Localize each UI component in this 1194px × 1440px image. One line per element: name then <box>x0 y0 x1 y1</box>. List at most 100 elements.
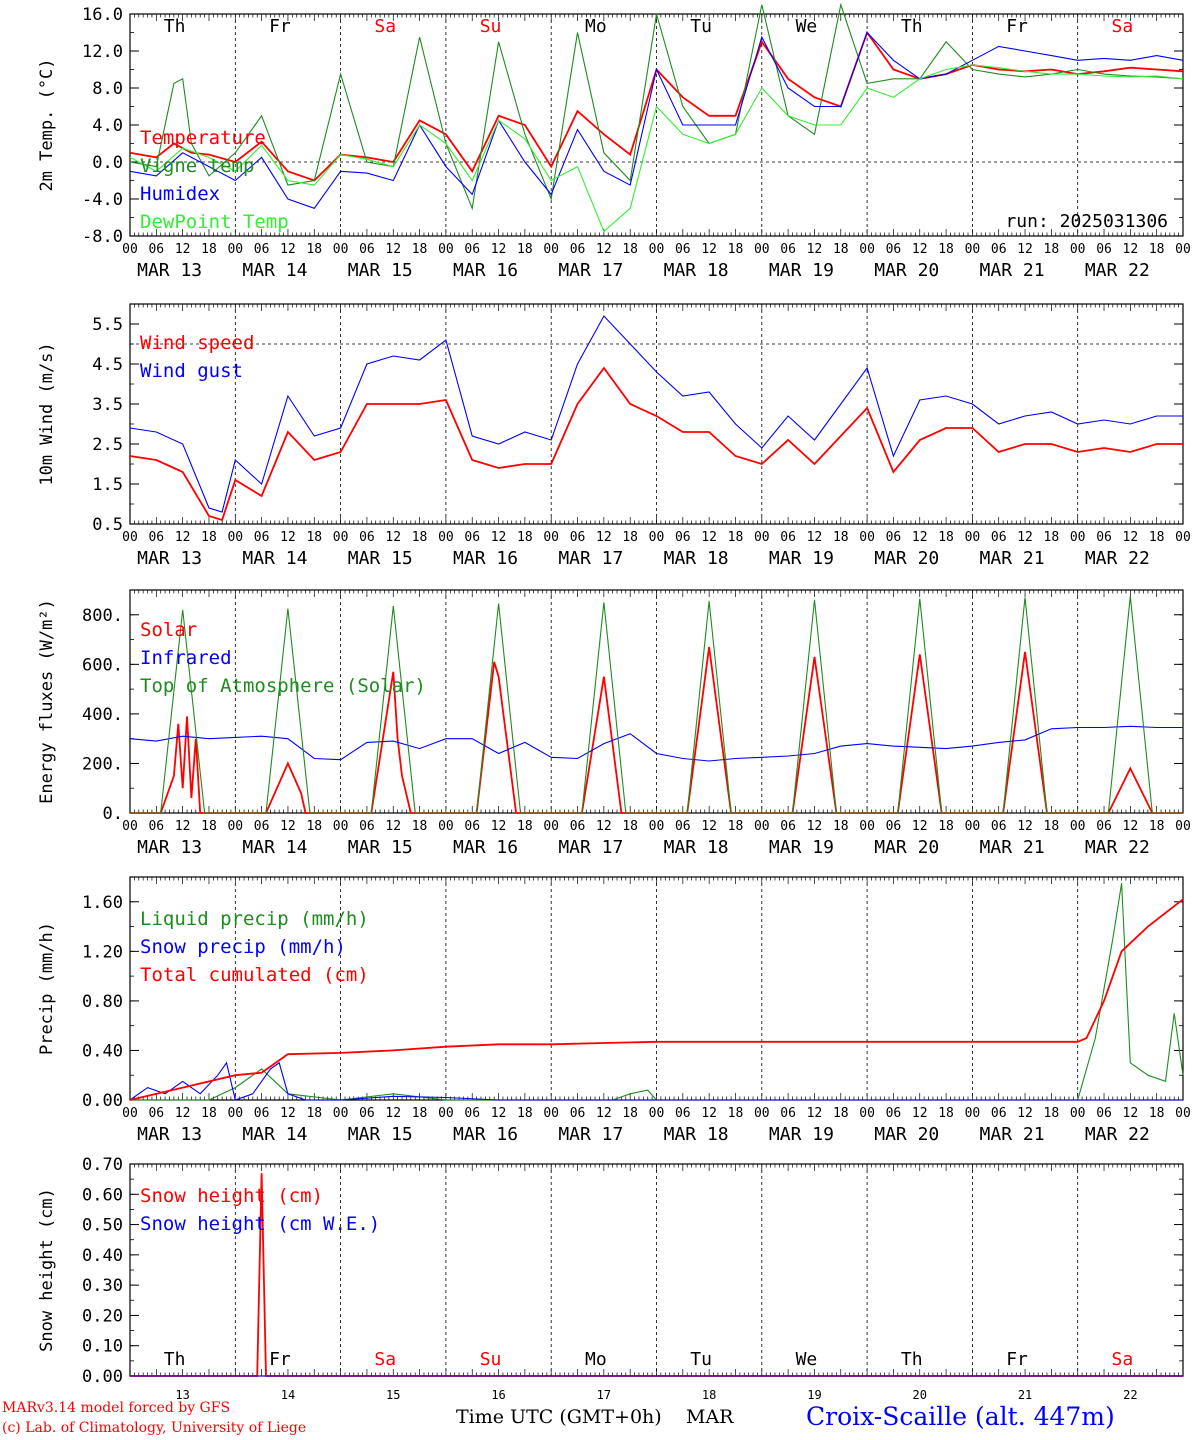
hour-tick-label: 12 <box>175 1106 191 1121</box>
hour-tick-label: 06 <box>991 242 1007 257</box>
hour-tick-label: 18 <box>728 819 744 834</box>
hour-tick-label: 06 <box>675 819 691 834</box>
y-tick-label: 200. <box>82 754 123 774</box>
hour-tick-label: 06 <box>148 242 164 257</box>
date-label: MAR 22 <box>1085 548 1150 569</box>
hour-tick-label: 00 <box>754 1106 770 1121</box>
y-tick-label: 12.0 <box>82 42 123 62</box>
hour-tick-label: 18 <box>517 819 533 834</box>
legend-entry: Solar <box>140 619 197 641</box>
hour-tick-label: 12 <box>1123 530 1139 545</box>
hour-tick-label: 12 <box>1017 530 1033 545</box>
series-line-1 <box>130 883 1184 1101</box>
series-line-3 <box>129 898 1184 1101</box>
hour-tick-label: 12 <box>912 242 928 257</box>
hour-tick-label: 18 <box>728 1106 744 1121</box>
series-line-3 <box>130 596 1183 814</box>
date-label: MAR 14 <box>242 548 307 569</box>
date-label: MAR 22 <box>1085 260 1150 281</box>
hour-tick-label: 06 <box>254 530 270 545</box>
hour-tick-label: 12 <box>280 242 296 257</box>
date-label: MAR 20 <box>874 1124 939 1145</box>
day-name-label: Tu <box>690 16 712 37</box>
hour-tick-label: 06 <box>886 819 902 834</box>
date-label: MAR 21 <box>980 837 1045 858</box>
day-number-label: 20 <box>913 1388 927 1402</box>
hour-tick-label: 06 <box>359 530 375 545</box>
hour-tick-label: 18 <box>306 242 322 257</box>
day-name-label: Th <box>164 1349 186 1370</box>
hour-tick-label: 12 <box>701 819 717 834</box>
hour-tick-label: 00 <box>965 819 981 834</box>
hour-tick-label: 12 <box>912 819 928 834</box>
hour-tick-label: 06 <box>991 819 1007 834</box>
hour-tick-label: 18 <box>833 242 849 257</box>
hour-tick-label: 06 <box>780 819 796 834</box>
hour-tick-label: 06 <box>254 1106 270 1121</box>
hour-tick-label: 06 <box>359 819 375 834</box>
date-label: MAR 13 <box>137 837 202 858</box>
date-label: MAR 18 <box>664 260 729 281</box>
hour-tick-label: 00 <box>859 819 875 834</box>
legend-entry: Wind gust <box>140 360 243 382</box>
y-tick-label: 0.50 <box>82 1216 123 1236</box>
date-label: MAR 18 <box>664 837 729 858</box>
hour-tick-label: 06 <box>1096 1106 1112 1121</box>
date-label: MAR 17 <box>558 548 623 569</box>
hour-tick-label: 12 <box>807 819 823 834</box>
day-name-label: Sa <box>1112 1349 1134 1370</box>
hour-tick-label: 00 <box>333 530 349 545</box>
day-number-label: 21 <box>1018 1388 1032 1402</box>
hour-tick-label: 12 <box>701 242 717 257</box>
date-label: MAR 20 <box>874 260 939 281</box>
hour-tick-label: 06 <box>359 1106 375 1121</box>
day-name-label: Th <box>901 16 923 37</box>
hour-tick-label: 12 <box>701 530 717 545</box>
hour-tick-label: 00 <box>333 242 349 257</box>
hour-tick-label: 18 <box>1044 819 1060 834</box>
day-name-label: Sa <box>1112 16 1134 37</box>
hour-tick-label: 18 <box>1149 1106 1165 1121</box>
hour-tick-label: 18 <box>306 1106 322 1121</box>
legend-entry: DewPoint Temp <box>140 211 289 233</box>
day-name-label: Tu <box>690 1349 712 1370</box>
date-label: MAR 15 <box>348 260 413 281</box>
date-label: MAR 14 <box>242 260 307 281</box>
y-tick-label: 0.20 <box>82 1306 123 1326</box>
hour-tick-label: 00 <box>649 530 665 545</box>
y-tick-label: 1.60 <box>82 893 123 913</box>
hour-tick-label: 18 <box>517 530 533 545</box>
hour-tick-label: 00 <box>859 1106 875 1121</box>
date-label: MAR 20 <box>874 837 939 858</box>
date-label: MAR 19 <box>769 1124 834 1145</box>
date-label: MAR 16 <box>453 548 518 569</box>
day-name-label: Fr <box>1006 1349 1028 1370</box>
y-tick-label: 0.00 <box>82 1091 123 1111</box>
date-label: MAR 18 <box>664 548 729 569</box>
hour-tick-label: 18 <box>622 242 638 257</box>
y-tick-label: 0.40 <box>82 1246 123 1266</box>
series-line-1 <box>129 30 1184 182</box>
hour-tick-label: 00 <box>227 530 243 545</box>
hour-tick-label: 00 <box>649 242 665 257</box>
hour-tick-label: 00 <box>438 1106 454 1121</box>
day-name-label: Th <box>164 16 186 37</box>
panel-2: 5.5 4.5 3.5 2.5 1.5 0.5 10m Wind (m/s) 00 06 12 18… <box>37 303 1191 569</box>
hour-tick-label: 00 <box>1070 242 1086 257</box>
hour-tick-label: 00 <box>859 530 875 545</box>
y-axis-label: Snow height (cm) <box>37 1188 57 1352</box>
hour-tick-label: 12 <box>1123 1106 1139 1121</box>
date-label: MAR 22 <box>1085 1124 1150 1145</box>
hour-tick-label: 12 <box>596 242 612 257</box>
hour-tick-label: 00 <box>543 242 559 257</box>
hour-tick-label: 06 <box>886 1106 902 1121</box>
hour-tick-label: 06 <box>780 1106 796 1121</box>
date-label: MAR 16 <box>453 260 518 281</box>
y-tick-label: 1.20 <box>82 942 123 962</box>
hour-tick-label: 06 <box>1096 530 1112 545</box>
panel-4: 1.60 1.20 0.80 0.40 0.00 Precip (mm/h) 00 06 12 1… <box>37 876 1191 1145</box>
y-tick-label: 5.5 <box>92 315 123 335</box>
hour-tick-label: 12 <box>912 530 928 545</box>
y-tick-label: 0.70 <box>82 1155 123 1175</box>
date-label: MAR 17 <box>558 260 623 281</box>
